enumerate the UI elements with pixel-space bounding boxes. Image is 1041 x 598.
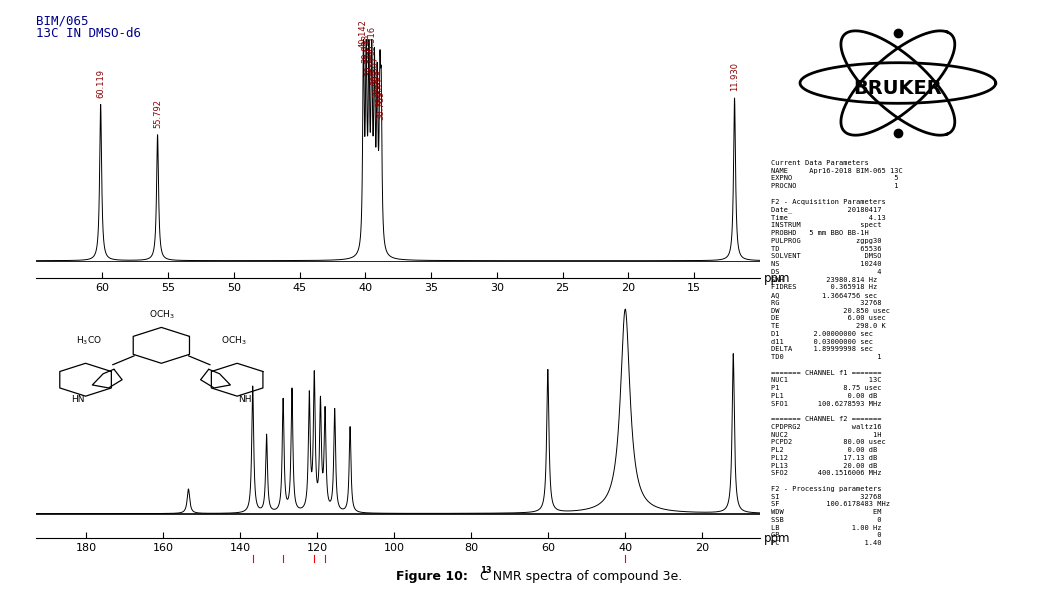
Text: ppm: ppm [763, 271, 790, 285]
Text: OCH$_3$: OCH$_3$ [221, 335, 247, 347]
Text: 11.930: 11.930 [730, 62, 739, 91]
Text: HN: HN [71, 395, 84, 404]
Text: 39.307: 39.307 [370, 56, 379, 85]
Text: Current Data Parameters
NAME     Apr16-2018 BIM-065 13C
EXPNO                   : Current Data Parameters NAME Apr16-2018 … [770, 160, 903, 546]
Text: C NMR spectra of compound 3e.: C NMR spectra of compound 3e. [480, 570, 682, 583]
Text: 38.889: 38.889 [376, 77, 384, 106]
Text: 60.119: 60.119 [96, 69, 105, 98]
Text: 39.933: 39.933 [361, 34, 371, 63]
Text: ppm: ppm [763, 532, 790, 545]
Text: 13C IN DMSO-d6: 13C IN DMSO-d6 [36, 27, 142, 40]
Text: 39.098: 39.098 [373, 69, 382, 98]
Text: 39.516: 39.516 [367, 26, 376, 54]
Text: H$_3$CO: H$_3$CO [76, 335, 102, 347]
Text: OCH$_3$: OCH$_3$ [149, 309, 174, 322]
Text: 39.724: 39.724 [364, 47, 374, 77]
Text: 40.142: 40.142 [359, 19, 367, 48]
Text: BIM/065: BIM/065 [36, 15, 88, 28]
Text: NH: NH [238, 395, 252, 404]
Text: BRUKER: BRUKER [854, 79, 942, 98]
Text: 13: 13 [480, 566, 491, 575]
Text: Figure 10:: Figure 10: [396, 570, 472, 583]
Text: 55.792: 55.792 [153, 99, 162, 129]
Text: 38.789: 38.789 [377, 90, 386, 120]
